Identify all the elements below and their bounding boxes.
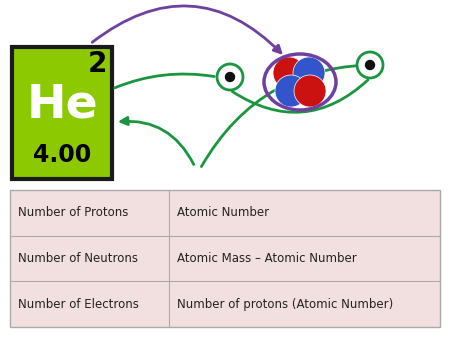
Text: 4.00: 4.00 [33,143,91,167]
Text: 2: 2 [88,50,107,78]
Circle shape [294,75,326,107]
Text: He: He [26,83,98,127]
FancyArrowPatch shape [115,74,214,88]
Text: Atomic Number: Atomic Number [177,206,269,219]
Text: Number of Protons: Number of Protons [18,206,128,219]
FancyArrowPatch shape [202,65,380,166]
Text: Number of Electrons: Number of Electrons [18,298,139,311]
Circle shape [217,64,243,90]
FancyArrowPatch shape [92,6,281,53]
Text: Atomic Mass – Atomic Number: Atomic Mass – Atomic Number [177,252,357,265]
Circle shape [357,52,383,78]
Circle shape [225,72,234,82]
Text: Number of protons (Atomic Number): Number of protons (Atomic Number) [177,298,393,311]
Circle shape [273,57,305,89]
Circle shape [293,57,325,89]
Circle shape [365,61,374,69]
FancyArrowPatch shape [232,80,368,112]
Circle shape [275,75,307,107]
FancyArrowPatch shape [121,117,194,164]
Text: Number of Neutrons: Number of Neutrons [18,252,138,265]
Bar [10,190,440,327]
Bar [12,47,112,179]
